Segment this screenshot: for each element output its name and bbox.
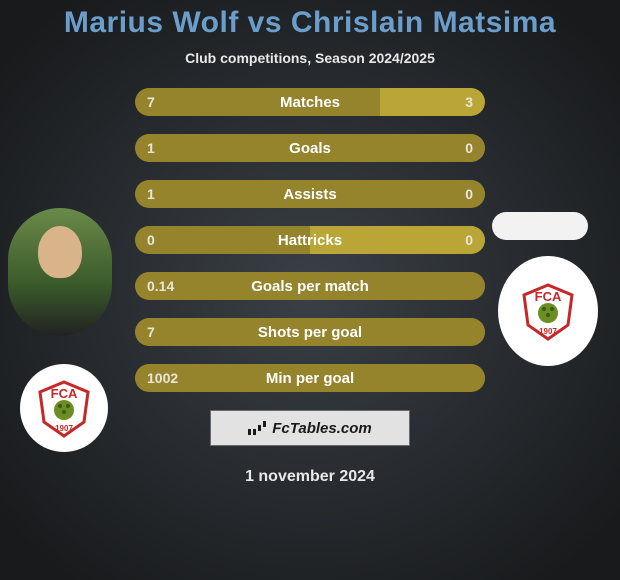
player-right-photo [492, 212, 588, 240]
stat-row: 00Hattricks [135, 226, 485, 254]
stat-row: 0.14Goals per match [135, 272, 485, 300]
footer-date: 1 november 2024 [0, 468, 620, 486]
stat-label: Matches [135, 88, 485, 116]
svg-text:FCA: FCA [51, 386, 78, 401]
content-root: Marius Wolf vs Chrislain Matsima Club co… [0, 0, 620, 580]
stat-label: Goals [135, 134, 485, 162]
player-left-photo [8, 208, 112, 336]
svg-text:FCA: FCA [535, 289, 562, 304]
chart-icon [248, 421, 266, 435]
stat-label: Min per goal [135, 364, 485, 392]
footer-brand-text: FcTables.com [272, 420, 371, 437]
stat-label: Shots per goal [135, 318, 485, 346]
page-title: Marius Wolf vs Chrislain Matsima [0, 6, 620, 40]
player-right-club-badge: FCA 1907 [498, 256, 598, 366]
stat-label: Assists [135, 180, 485, 208]
club-badge-icon: FCA 1907 [32, 376, 96, 440]
svg-text:1907: 1907 [55, 424, 73, 433]
stat-label: Hattricks [135, 226, 485, 254]
stat-row: 1002Min per goal [135, 364, 485, 392]
stat-row: 10Assists [135, 180, 485, 208]
player-left-club-badge: FCA 1907 [20, 364, 108, 452]
svg-text:1907: 1907 [539, 327, 557, 336]
footer-brand-box[interactable]: FcTables.com [210, 410, 410, 446]
stat-row: 73Matches [135, 88, 485, 116]
stat-row: 10Goals [135, 134, 485, 162]
page-subtitle: Club competitions, Season 2024/2025 [0, 50, 620, 66]
stat-bars-container: 73Matches 10Goals 10Assists 00Hattricks 0.14… [135, 88, 485, 392]
club-badge-icon: FCA 1907 [516, 279, 580, 343]
stat-label: Goals per match [135, 272, 485, 300]
stat-row: 7Shots per goal [135, 318, 485, 346]
comparison-area: FCA 1907 FCA [0, 88, 620, 392]
